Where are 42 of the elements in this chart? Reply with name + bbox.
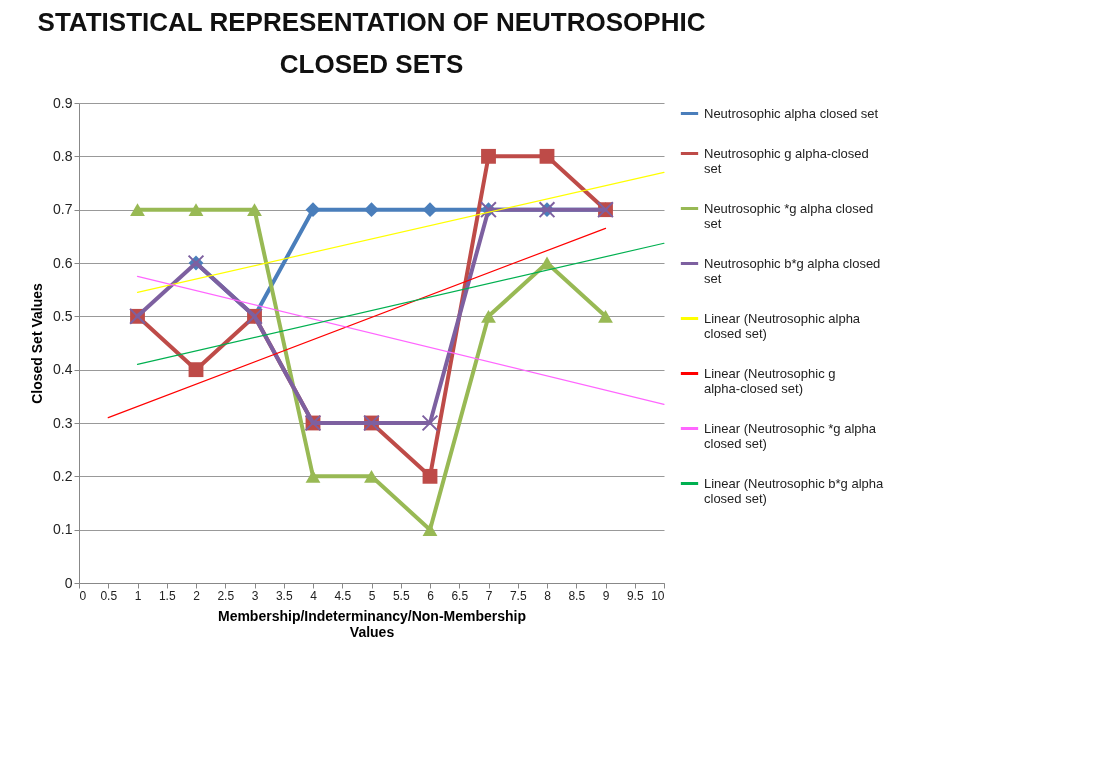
legend-label: Linear (Neutrosophic *g alpha closed set) [704,420,877,451]
legend-label: Neutrosophic alpha closed set [704,105,879,121]
x-tick-label: 5.5 [392,588,410,603]
y-tick-label: 0.7 [53,201,73,218]
x-tick-label: 3.5 [275,588,293,603]
x-tick-label: 2 [193,588,201,603]
legend-label: Linear (Neutrosophic b*g alpha closed set) [704,475,884,506]
x-tick-label: 8 [544,588,552,603]
legend-label: Linear (Neutrosophic alpha closed set) [704,310,861,341]
x-tick-label: 8.5 [568,588,586,603]
y-tick-label: 0.2 [53,467,73,484]
x-tick-label: 1 [134,588,142,603]
y-tick-label: 0.6 [53,254,73,271]
x-tick-label: 2.5 [217,588,235,603]
legend-label: Neutrosophic b*g alpha closed set [704,255,881,286]
x-tick-label: 0.5 [100,588,118,603]
y-tick-label: 0.1 [53,521,73,538]
x-tick-label: 6.5 [451,588,469,603]
x-tick-label: 7 [485,588,493,603]
x-tick-label: 10 [651,588,665,603]
y-tick-label: 0 [64,574,73,591]
y-axis-title: Closed Set Values [29,282,46,404]
x-tick-label: 6 [427,588,435,603]
x-axis-title: Membership/Indeterminancy/Non-Membership Values [217,607,527,640]
y-tick-label: 0.5 [53,307,73,324]
y-tick-label: 0.8 [53,147,73,164]
y-tick-label: 0.3 [53,414,73,431]
x-tick-label: 9.5 [626,588,644,603]
x-tick-label: 1.5 [158,588,176,603]
chart-title: STATISTICAL REPRESENTATION OF NEUTROSOPHIC CLOSED SETS [37,7,706,79]
y-tick-label: 0.9 [53,94,73,111]
y-tick-label: 0.4 [53,361,73,378]
legend-label: Linear (Neutrosophic g alpha-closed set) [704,365,836,396]
x-tick-label: 3 [251,588,259,603]
x-tick-label: 0 [79,588,87,603]
x-tick-label: 5 [368,588,376,603]
x-tick-label: 9 [602,588,610,603]
x-tick-label: 4 [310,588,318,603]
legend-label: Neutrosophic g alpha-closed set [704,145,869,176]
x-tick-label: 7.5 [509,588,527,603]
x-tick-label: 4.5 [334,588,352,603]
legend-label: Neutrosophic *g alpha closed set [704,200,874,231]
